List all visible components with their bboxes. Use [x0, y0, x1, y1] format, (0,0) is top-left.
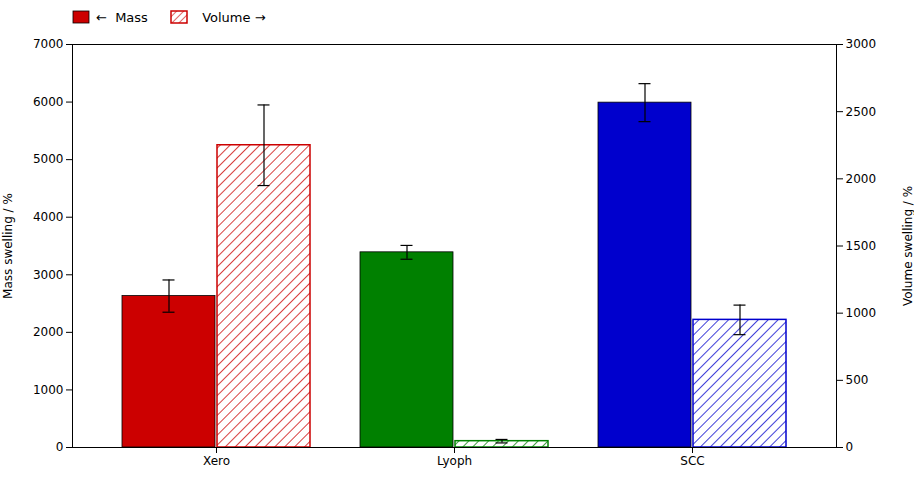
svg-text:Lyoph: Lyoph — [437, 454, 472, 468]
svg-text:500: 500 — [846, 373, 869, 387]
svg-text:3000: 3000 — [33, 268, 64, 282]
svg-text:2000: 2000 — [33, 325, 64, 339]
svg-text:3000: 3000 — [846, 37, 877, 51]
svg-text:1500: 1500 — [846, 239, 877, 253]
svg-text:5000: 5000 — [33, 152, 64, 166]
svg-text:2500: 2500 — [846, 105, 877, 119]
svg-text:1000: 1000 — [33, 383, 64, 397]
html-text:← Mass: ← Mass — [96, 9, 148, 25]
svg-text:0: 0 — [846, 440, 854, 454]
svg-text:2000: 2000 — [846, 172, 877, 186]
svg-text:6000: 6000 — [33, 95, 64, 109]
svg-text:SCC: SCC — [680, 454, 704, 468]
svg-text:4000: 4000 — [33, 210, 64, 224]
svg-text:Xero: Xero — [203, 454, 230, 468]
svg-text:0: 0 — [56, 440, 64, 454]
svg-text:7000: 7000 — [33, 37, 64, 51]
svg-text:Volume swelling / %: Volume swelling / % — [901, 186, 914, 306]
html-text:Volume →: Volume → — [193, 9, 266, 25]
svg-text:Mass swelling / %: Mass swelling / % — [1, 193, 15, 299]
svg-text:1000: 1000 — [846, 306, 877, 320]
